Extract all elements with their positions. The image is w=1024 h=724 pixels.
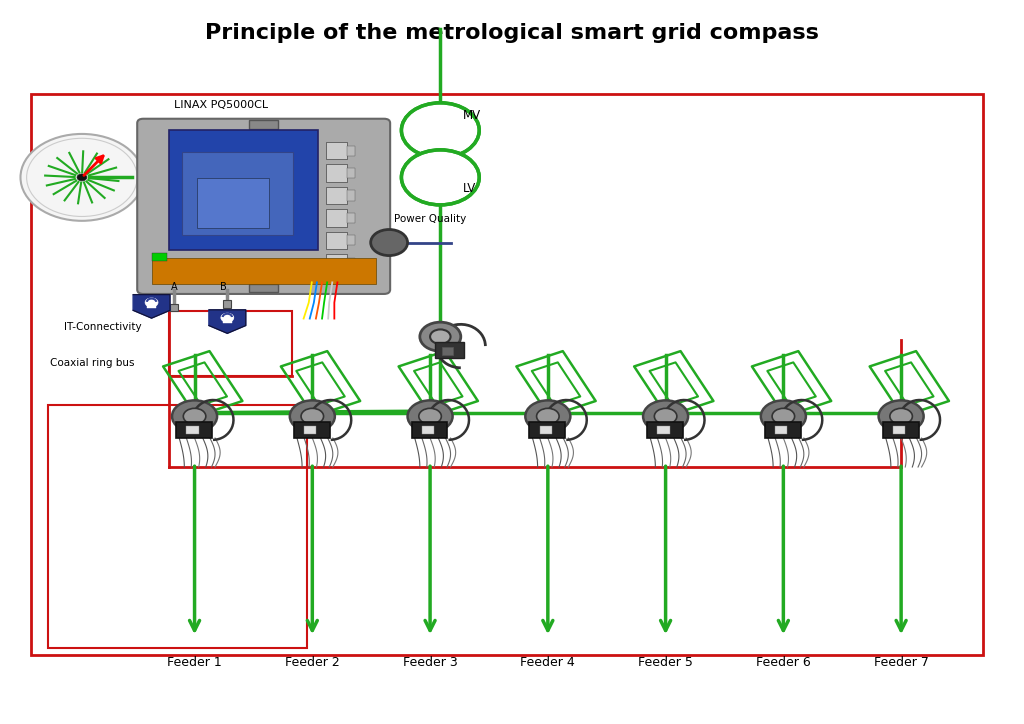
- Text: MV: MV: [463, 109, 481, 122]
- Circle shape: [145, 298, 158, 307]
- Bar: [327, 254, 347, 272]
- Bar: [422, 426, 434, 434]
- Text: LINAX PQ5000CL: LINAX PQ5000CL: [174, 100, 268, 110]
- Bar: [442, 347, 453, 355]
- Text: Feeder 7: Feeder 7: [873, 656, 929, 669]
- Bar: [412, 422, 447, 438]
- Text: IT-Connectivity: IT-Connectivity: [63, 322, 141, 332]
- Bar: [169, 311, 292, 376]
- Bar: [31, 94, 983, 655]
- Circle shape: [401, 103, 479, 158]
- Circle shape: [525, 400, 570, 432]
- Circle shape: [772, 408, 795, 424]
- Circle shape: [290, 400, 335, 432]
- Bar: [152, 253, 167, 261]
- Bar: [249, 284, 279, 292]
- Bar: [223, 300, 231, 308]
- Text: A: A: [171, 282, 177, 292]
- Bar: [435, 342, 464, 358]
- Bar: [182, 152, 293, 235]
- Bar: [540, 426, 552, 434]
- Text: Feeder 6: Feeder 6: [756, 656, 811, 669]
- Bar: [223, 316, 231, 323]
- Circle shape: [183, 408, 206, 424]
- Text: Feeder 3: Feeder 3: [402, 656, 458, 669]
- Bar: [347, 168, 355, 178]
- Circle shape: [643, 400, 688, 432]
- Text: Feeder 5: Feeder 5: [638, 656, 693, 669]
- Bar: [327, 164, 347, 182]
- Bar: [176, 422, 212, 438]
- Circle shape: [408, 400, 453, 432]
- Text: Feeder 1: Feeder 1: [167, 656, 222, 669]
- Text: Feeder 2: Feeder 2: [285, 656, 340, 669]
- Bar: [657, 426, 670, 434]
- Text: LV: LV: [463, 182, 476, 195]
- Circle shape: [420, 322, 461, 351]
- Circle shape: [761, 400, 806, 432]
- Bar: [48, 405, 307, 648]
- Bar: [347, 258, 355, 268]
- Bar: [186, 426, 199, 434]
- Circle shape: [419, 408, 441, 424]
- Text: Principle of the metrological smart grid compass: Principle of the metrological smart grid…: [205, 22, 819, 43]
- Circle shape: [172, 400, 217, 432]
- Bar: [647, 422, 683, 438]
- Bar: [529, 422, 565, 438]
- Bar: [327, 232, 347, 249]
- Circle shape: [537, 408, 559, 424]
- Bar: [883, 422, 919, 438]
- Bar: [775, 426, 787, 434]
- Circle shape: [890, 408, 912, 424]
- Circle shape: [654, 408, 677, 424]
- Bar: [327, 187, 347, 204]
- Bar: [294, 422, 330, 438]
- Bar: [327, 209, 347, 227]
- Bar: [304, 426, 316, 434]
- Circle shape: [301, 408, 324, 424]
- Circle shape: [20, 134, 143, 221]
- Circle shape: [430, 329, 451, 344]
- Bar: [347, 190, 355, 201]
- Bar: [170, 304, 178, 311]
- Bar: [893, 426, 905, 434]
- Circle shape: [401, 150, 479, 205]
- Bar: [327, 142, 347, 159]
- Polygon shape: [209, 310, 246, 333]
- Bar: [347, 235, 355, 245]
- Text: Coaxial ring bus: Coaxial ring bus: [50, 358, 134, 369]
- Circle shape: [221, 313, 233, 322]
- FancyBboxPatch shape: [137, 119, 390, 294]
- Bar: [197, 178, 268, 228]
- Bar: [169, 130, 318, 250]
- Bar: [765, 422, 801, 438]
- Bar: [347, 146, 355, 156]
- Bar: [147, 301, 156, 308]
- Text: B: B: [220, 282, 226, 292]
- Bar: [152, 258, 376, 284]
- Circle shape: [77, 174, 87, 181]
- Bar: [249, 120, 279, 129]
- Circle shape: [371, 230, 408, 256]
- Text: Power Quality: Power Quality: [394, 214, 467, 224]
- Circle shape: [879, 400, 924, 432]
- Text: Feeder 4: Feeder 4: [520, 656, 575, 669]
- Bar: [347, 213, 355, 223]
- Polygon shape: [133, 295, 170, 318]
